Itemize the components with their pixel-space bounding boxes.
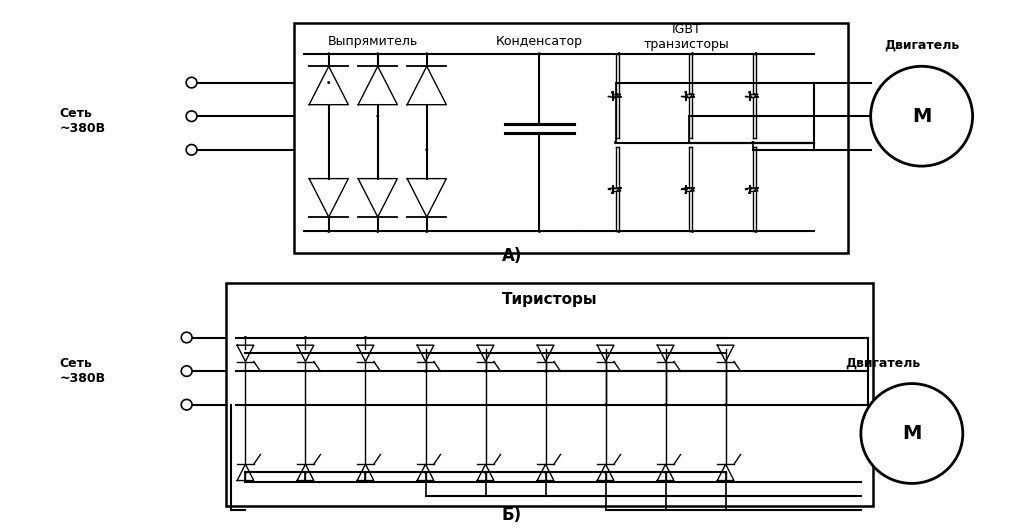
Circle shape — [426, 53, 428, 55]
Circle shape — [691, 53, 693, 55]
Circle shape — [614, 142, 616, 144]
Circle shape — [618, 53, 620, 55]
Text: Двигатель: Двигатель — [884, 39, 959, 52]
Circle shape — [328, 82, 330, 83]
Circle shape — [181, 332, 193, 343]
Circle shape — [605, 472, 606, 473]
Circle shape — [756, 231, 757, 232]
Circle shape — [752, 142, 754, 144]
Circle shape — [691, 53, 693, 55]
Circle shape — [377, 53, 379, 55]
Circle shape — [861, 384, 963, 483]
Circle shape — [484, 370, 486, 372]
Circle shape — [186, 145, 197, 155]
Text: Двигатель: Двигатель — [845, 356, 921, 369]
Circle shape — [186, 111, 197, 121]
Text: IGBT
транзисторы: IGBT транзисторы — [643, 23, 729, 51]
Circle shape — [181, 366, 193, 376]
Circle shape — [618, 231, 620, 232]
Text: А): А) — [502, 247, 522, 265]
Circle shape — [426, 231, 428, 232]
Circle shape — [688, 142, 690, 144]
Text: Б): Б) — [502, 506, 522, 524]
Circle shape — [605, 404, 606, 405]
Text: Сеть
~380В: Сеть ~380В — [59, 357, 105, 385]
Circle shape — [328, 53, 330, 55]
Circle shape — [539, 53, 541, 55]
Circle shape — [752, 142, 754, 144]
Circle shape — [756, 53, 757, 55]
Text: Тиристоры: Тиристоры — [502, 293, 597, 307]
Bar — [295, 23, 848, 253]
Text: Выпрямитель: Выпрямитель — [328, 34, 418, 48]
Text: М: М — [902, 424, 922, 443]
Circle shape — [665, 404, 667, 405]
Text: Конденсатор: Конденсатор — [496, 34, 583, 48]
Circle shape — [186, 77, 197, 88]
Circle shape — [328, 231, 330, 232]
Circle shape — [614, 142, 616, 144]
Circle shape — [545, 370, 547, 372]
Circle shape — [245, 472, 246, 473]
Circle shape — [756, 53, 757, 55]
Circle shape — [545, 472, 547, 473]
Circle shape — [305, 337, 306, 338]
Circle shape — [377, 116, 379, 117]
Circle shape — [365, 337, 367, 338]
Circle shape — [484, 472, 486, 473]
Circle shape — [691, 231, 693, 232]
Circle shape — [688, 142, 690, 144]
Circle shape — [426, 149, 428, 151]
Circle shape — [618, 53, 620, 55]
Circle shape — [665, 472, 667, 473]
Circle shape — [181, 400, 193, 410]
Circle shape — [725, 472, 726, 473]
Circle shape — [305, 472, 306, 473]
Circle shape — [425, 370, 426, 372]
Circle shape — [245, 337, 246, 338]
Circle shape — [725, 404, 726, 405]
Circle shape — [377, 231, 379, 232]
Text: Сеть
~380В: Сеть ~380В — [59, 107, 105, 135]
Circle shape — [870, 66, 973, 166]
Circle shape — [365, 472, 367, 473]
Text: М: М — [912, 107, 931, 126]
Bar — [226, 283, 872, 506]
Circle shape — [425, 472, 426, 473]
Circle shape — [539, 231, 541, 232]
